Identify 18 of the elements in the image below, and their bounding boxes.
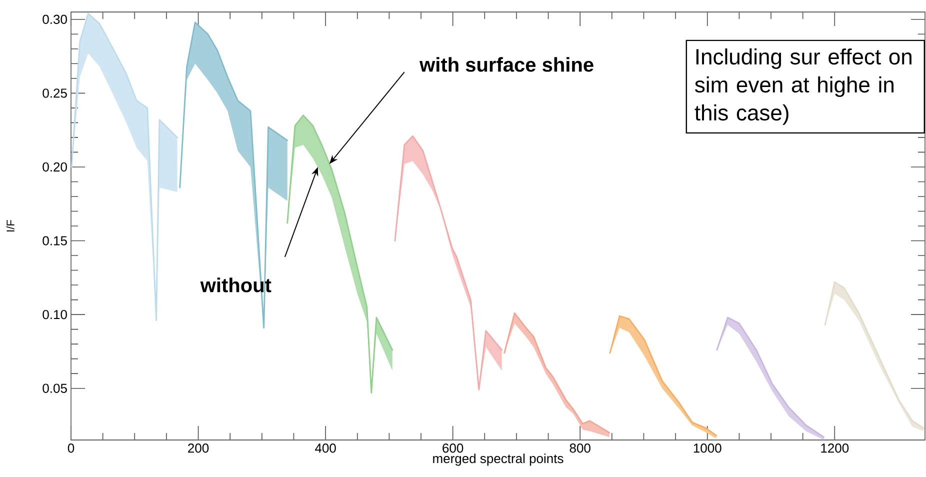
annotation: with surface shine [420, 57, 594, 72]
x-tick-label: 400 [315, 444, 336, 453]
x-tick-label: 0 [68, 444, 74, 453]
x-tick-label: 1000 [694, 444, 722, 453]
y-axis-title: I/F [6, 220, 14, 232]
y-tick-label: 0.05 [42, 384, 67, 393]
x-tick-label: 800 [570, 444, 590, 453]
annotation: Including sur effect on sim even at highe in this case) [694, 48, 912, 125]
x-tick-label: 200 [188, 444, 209, 453]
x-tick-label: 600 [442, 444, 464, 453]
x-tick-label: 1200 [821, 444, 849, 453]
x-axis-title: merged spectral points [433, 454, 564, 466]
y-tick-label: 0.10 [42, 310, 67, 320]
y-tick-label: 0.25 [42, 88, 67, 98]
y-tick-label: 0.15 [42, 236, 67, 246]
y-tick-label: 0.30 [42, 14, 67, 24]
annotation: without [200, 278, 272, 292]
y-tick-label: 0.20 [42, 162, 67, 172]
